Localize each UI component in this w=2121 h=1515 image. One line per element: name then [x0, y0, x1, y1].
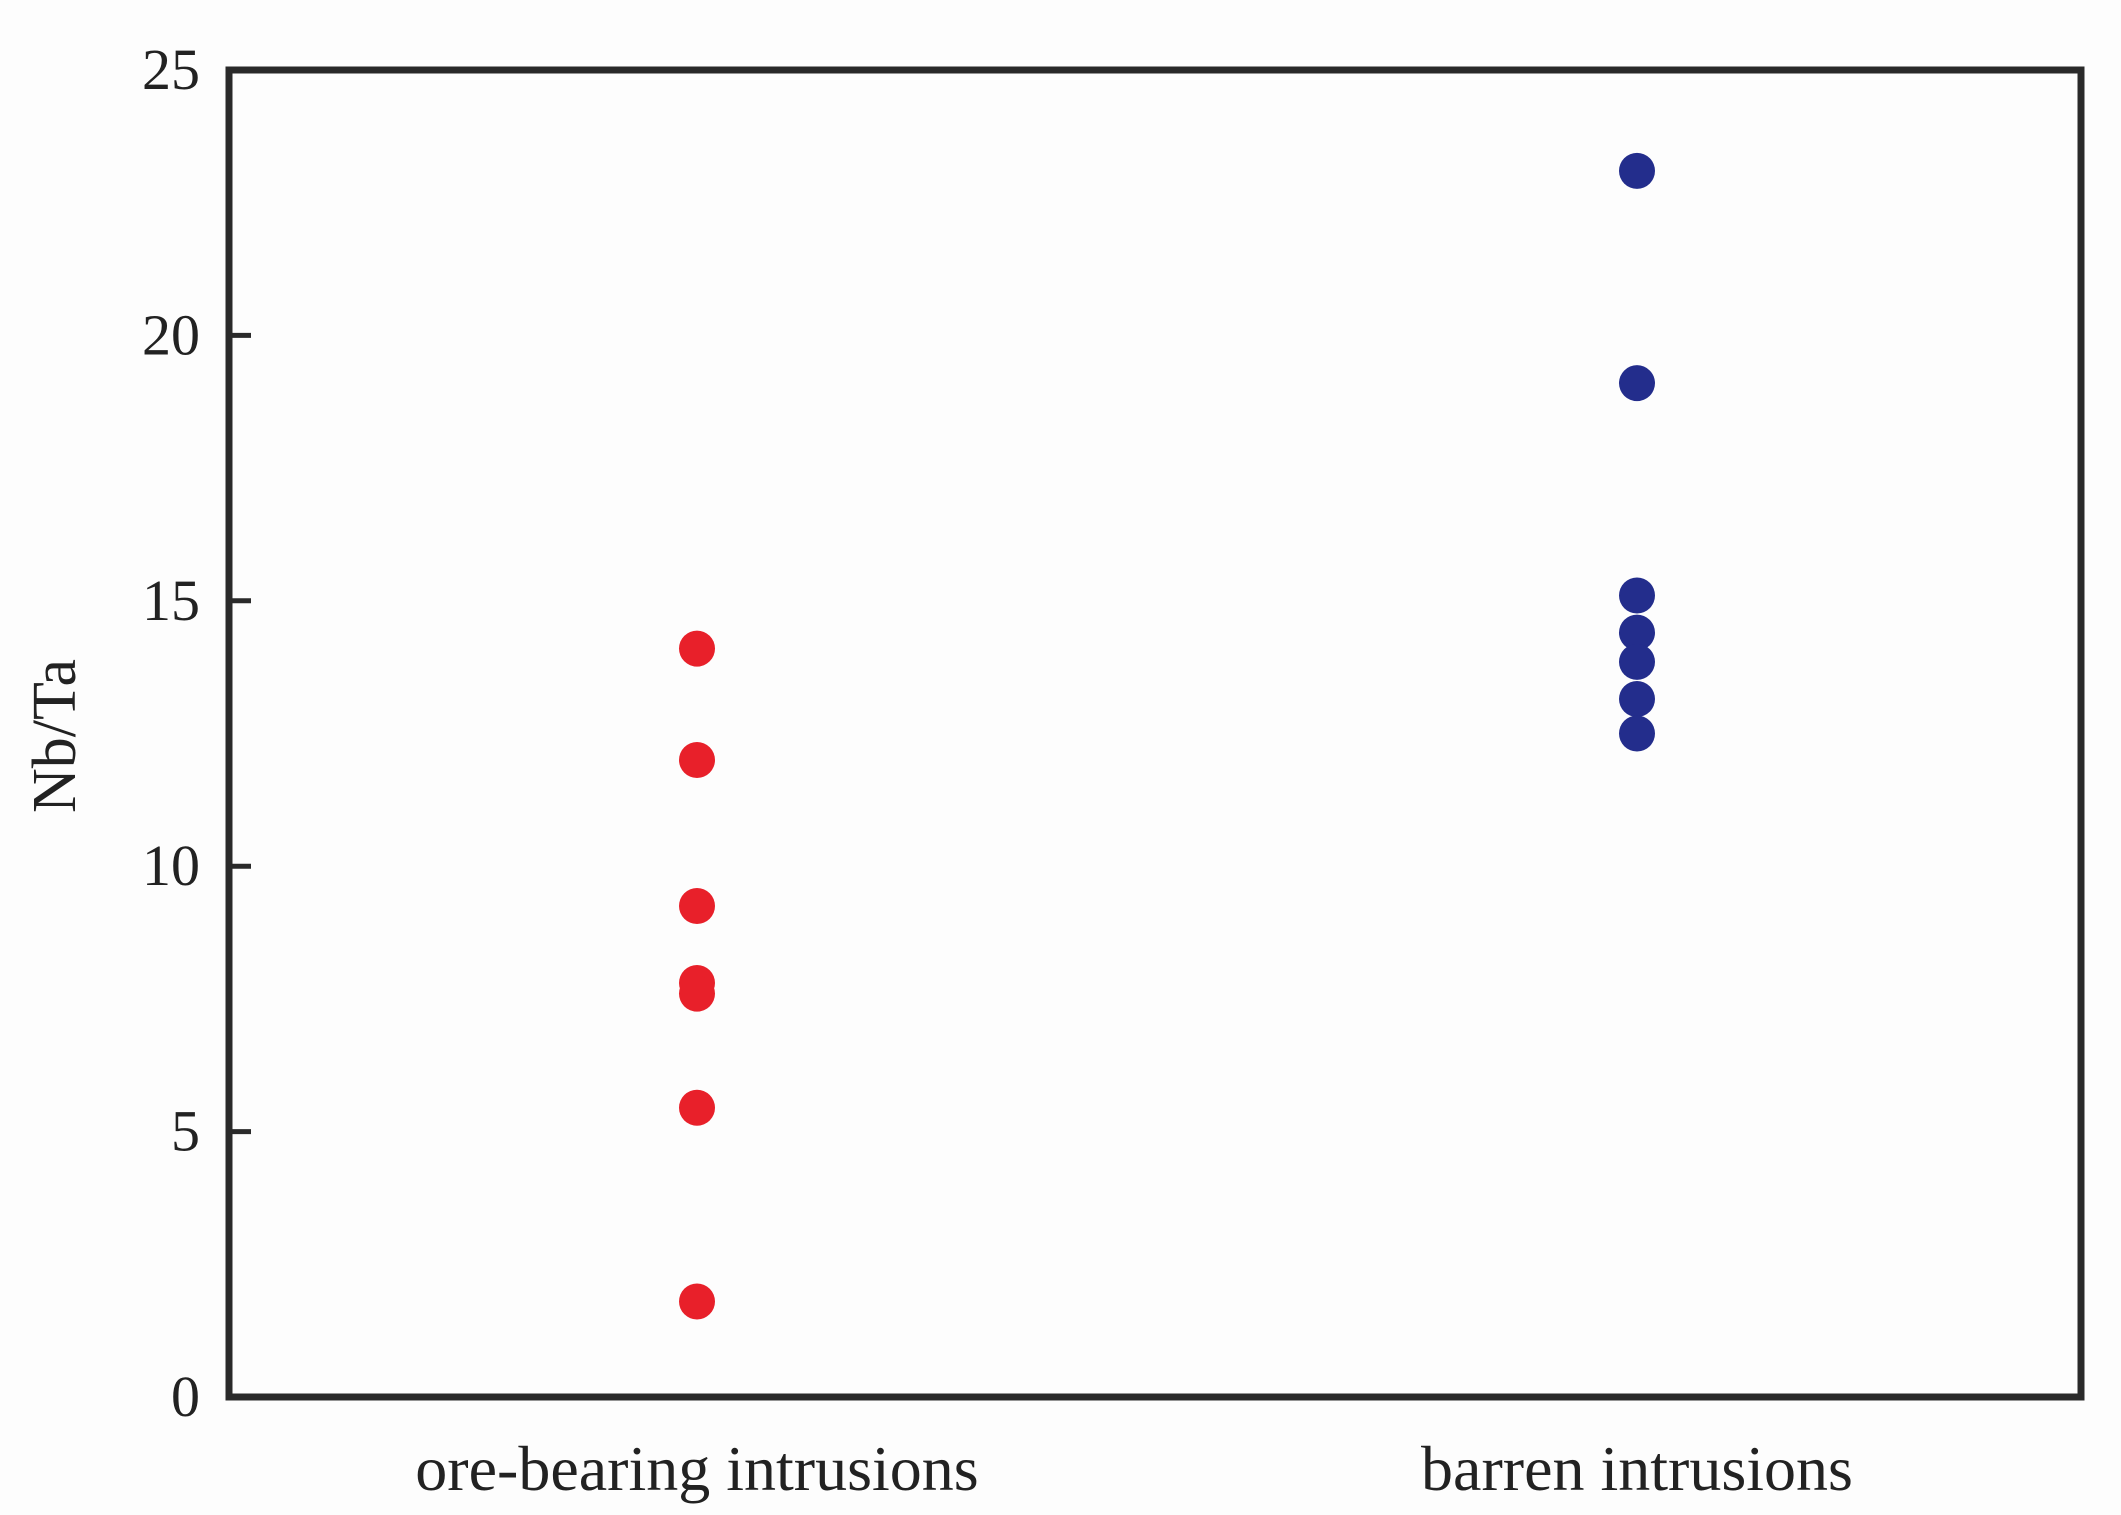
data-point	[1619, 614, 1655, 651]
y-tick-label: 15	[142, 568, 200, 633]
plot-frame	[225, 66, 2085, 1401]
x-category-label: ore-bearing intrusions	[415, 1433, 978, 1504]
data-point	[679, 1089, 715, 1126]
data-point	[1619, 715, 1655, 752]
data-point	[679, 888, 715, 925]
y-axis-ticks	[229, 332, 251, 1135]
data-point	[679, 975, 715, 1012]
y-tick-label: 25	[142, 37, 200, 102]
y-tick-label: 0	[171, 1364, 200, 1429]
data-point	[679, 1283, 715, 1320]
data-point	[1619, 577, 1655, 614]
data-point	[1619, 152, 1655, 189]
y-tick-label: 10	[142, 833, 200, 898]
data-point	[1619, 680, 1655, 717]
y-tick-label: 20	[142, 302, 200, 367]
x-category-label: barren intrusions	[1421, 1433, 1853, 1504]
x-axis-category-labels: ore-bearing intrusions barren intrusions	[415, 1433, 1853, 1504]
y-axis-tick-labels: 0 5 10 15 20 25	[142, 37, 200, 1429]
data-point	[1619, 365, 1655, 402]
data-point	[679, 630, 715, 667]
y-tick-label: 5	[171, 1099, 200, 1164]
data-point	[679, 742, 715, 779]
y-axis-title: Nb/Ta	[21, 659, 89, 813]
data-points	[679, 152, 1655, 1320]
data-point	[1619, 643, 1655, 680]
